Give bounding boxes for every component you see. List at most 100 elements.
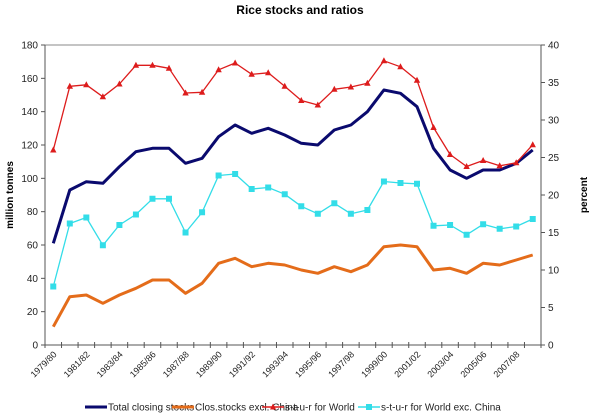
x-tick-label: 1999/00 xyxy=(359,349,389,379)
data-point-triangle xyxy=(446,151,454,157)
data-point-triangle xyxy=(347,83,355,90)
data-point-triangle xyxy=(165,64,173,71)
left-tick-label: 60 xyxy=(27,241,39,252)
data-point-triangle xyxy=(281,82,288,89)
left-tick-label: 140 xyxy=(21,107,38,118)
data-point-square xyxy=(529,216,536,222)
data-point-triangle xyxy=(430,124,437,130)
series-0 xyxy=(51,88,534,244)
left-tick-label: 80 xyxy=(27,207,39,218)
data-point-triangle xyxy=(513,159,520,166)
data-point-square xyxy=(298,203,305,210)
data-point-triangle xyxy=(149,61,156,68)
y2-axis-label: percent xyxy=(579,176,590,213)
legend-label: Total closing stocks xyxy=(108,403,194,414)
legend-item: Clos.stocks excl. China xyxy=(172,403,299,414)
data-point-square xyxy=(265,184,272,191)
data-point-square xyxy=(480,221,487,228)
legend-triangle-icon xyxy=(270,403,276,410)
legend-label: s-t-u-r for World exc. China xyxy=(381,403,501,414)
data-point-square xyxy=(116,222,123,228)
right-tick-label: 30 xyxy=(548,116,560,127)
left-tick-label: 120 xyxy=(21,141,38,152)
x-tick-label: 2005/06 xyxy=(458,349,488,379)
data-point-square xyxy=(166,195,172,202)
right-tick-label: 40 xyxy=(548,41,560,52)
data-point-triangle xyxy=(364,79,371,86)
data-point-square xyxy=(182,229,189,236)
data-point-triangle xyxy=(265,69,272,76)
data-point-triangle xyxy=(66,82,73,89)
series-layer xyxy=(50,57,536,328)
data-point-square xyxy=(149,195,156,202)
data-point-square xyxy=(347,210,354,217)
data-point-triangle xyxy=(529,141,536,148)
data-point-square xyxy=(364,207,371,213)
left-tick-label: 20 xyxy=(27,307,39,318)
series-line xyxy=(52,173,533,287)
right-tick-label: 20 xyxy=(548,191,560,202)
data-point-triangle xyxy=(83,81,90,88)
data-point-square xyxy=(380,178,387,185)
series-1 xyxy=(51,243,534,328)
data-point-square xyxy=(83,214,90,221)
legend-item: s-t-u-r for World exc. China xyxy=(358,403,501,414)
data-point-triangle xyxy=(215,66,222,73)
data-point-square xyxy=(132,211,139,218)
data-point-square xyxy=(215,172,222,179)
right-tick-label: 15 xyxy=(548,228,560,239)
left-tick-label: 0 xyxy=(32,341,38,352)
series-line xyxy=(51,88,534,244)
data-point-square xyxy=(66,220,73,227)
data-point-triangle xyxy=(50,146,57,153)
legend-item: Total closing stocks xyxy=(85,403,194,414)
data-point-triangle xyxy=(198,88,206,95)
data-point-triangle xyxy=(397,63,404,70)
legend-label: s-t-u-r for World xyxy=(285,403,355,414)
legend-square-icon xyxy=(366,404,372,410)
data-point-triangle xyxy=(331,85,338,92)
data-point-triangle xyxy=(99,93,107,100)
data-point-triangle xyxy=(231,59,239,66)
x-tick-label: 2007/08 xyxy=(492,349,522,379)
data-point-triangle xyxy=(248,70,255,77)
right-axis: 0 5 10 15 20 25 30 35 40 xyxy=(540,41,560,352)
x-tick-label: 1981/82 xyxy=(62,349,92,379)
data-point-square xyxy=(414,180,420,187)
x-tick-label: 1983/84 xyxy=(95,349,125,379)
data-point-square xyxy=(513,223,520,230)
data-point-triangle xyxy=(298,97,305,103)
series-2 xyxy=(50,57,536,169)
legend: Total closing stocks Clos.stocks excl. Ch… xyxy=(85,403,501,414)
left-tick-label: 160 xyxy=(21,74,38,85)
data-point-square xyxy=(331,200,338,207)
data-point-square xyxy=(232,171,239,177)
right-tick-label: 25 xyxy=(548,153,560,164)
legend-item: s-t-u-r for World xyxy=(262,403,355,414)
x-tick-label: 1989/90 xyxy=(194,349,224,379)
x-tick-label: 1995/96 xyxy=(293,349,323,379)
x-tick-label: 1985/86 xyxy=(128,349,158,379)
x-axis: 1979/80 1981/82 1983/84 1985/86 1987/88 1989/… xyxy=(29,342,542,379)
x-tick-label: 1991/92 xyxy=(227,349,257,379)
data-point-triangle xyxy=(479,157,487,163)
data-point-triangle xyxy=(380,57,388,64)
x-tick-label: 1997/98 xyxy=(326,349,356,379)
data-point-square xyxy=(99,242,106,249)
data-point-square xyxy=(281,191,288,198)
data-point-triangle xyxy=(463,163,470,169)
chart-title: Rice stocks and ratios xyxy=(236,3,364,17)
data-point-triangle xyxy=(314,101,321,108)
left-tick-label: 40 xyxy=(27,274,39,285)
data-point-square xyxy=(463,231,470,238)
series-line xyxy=(52,60,534,168)
legend-label: Clos.stocks excl. China xyxy=(195,403,299,414)
y-axis-label: million tonnes xyxy=(5,161,16,229)
x-tick-label: 2003/04 xyxy=(425,349,455,379)
right-tick-label: 10 xyxy=(548,266,560,277)
data-point-triangle xyxy=(132,61,140,68)
right-tick-label: 5 xyxy=(548,303,554,314)
data-point-square xyxy=(430,222,437,229)
series-3 xyxy=(50,171,536,290)
